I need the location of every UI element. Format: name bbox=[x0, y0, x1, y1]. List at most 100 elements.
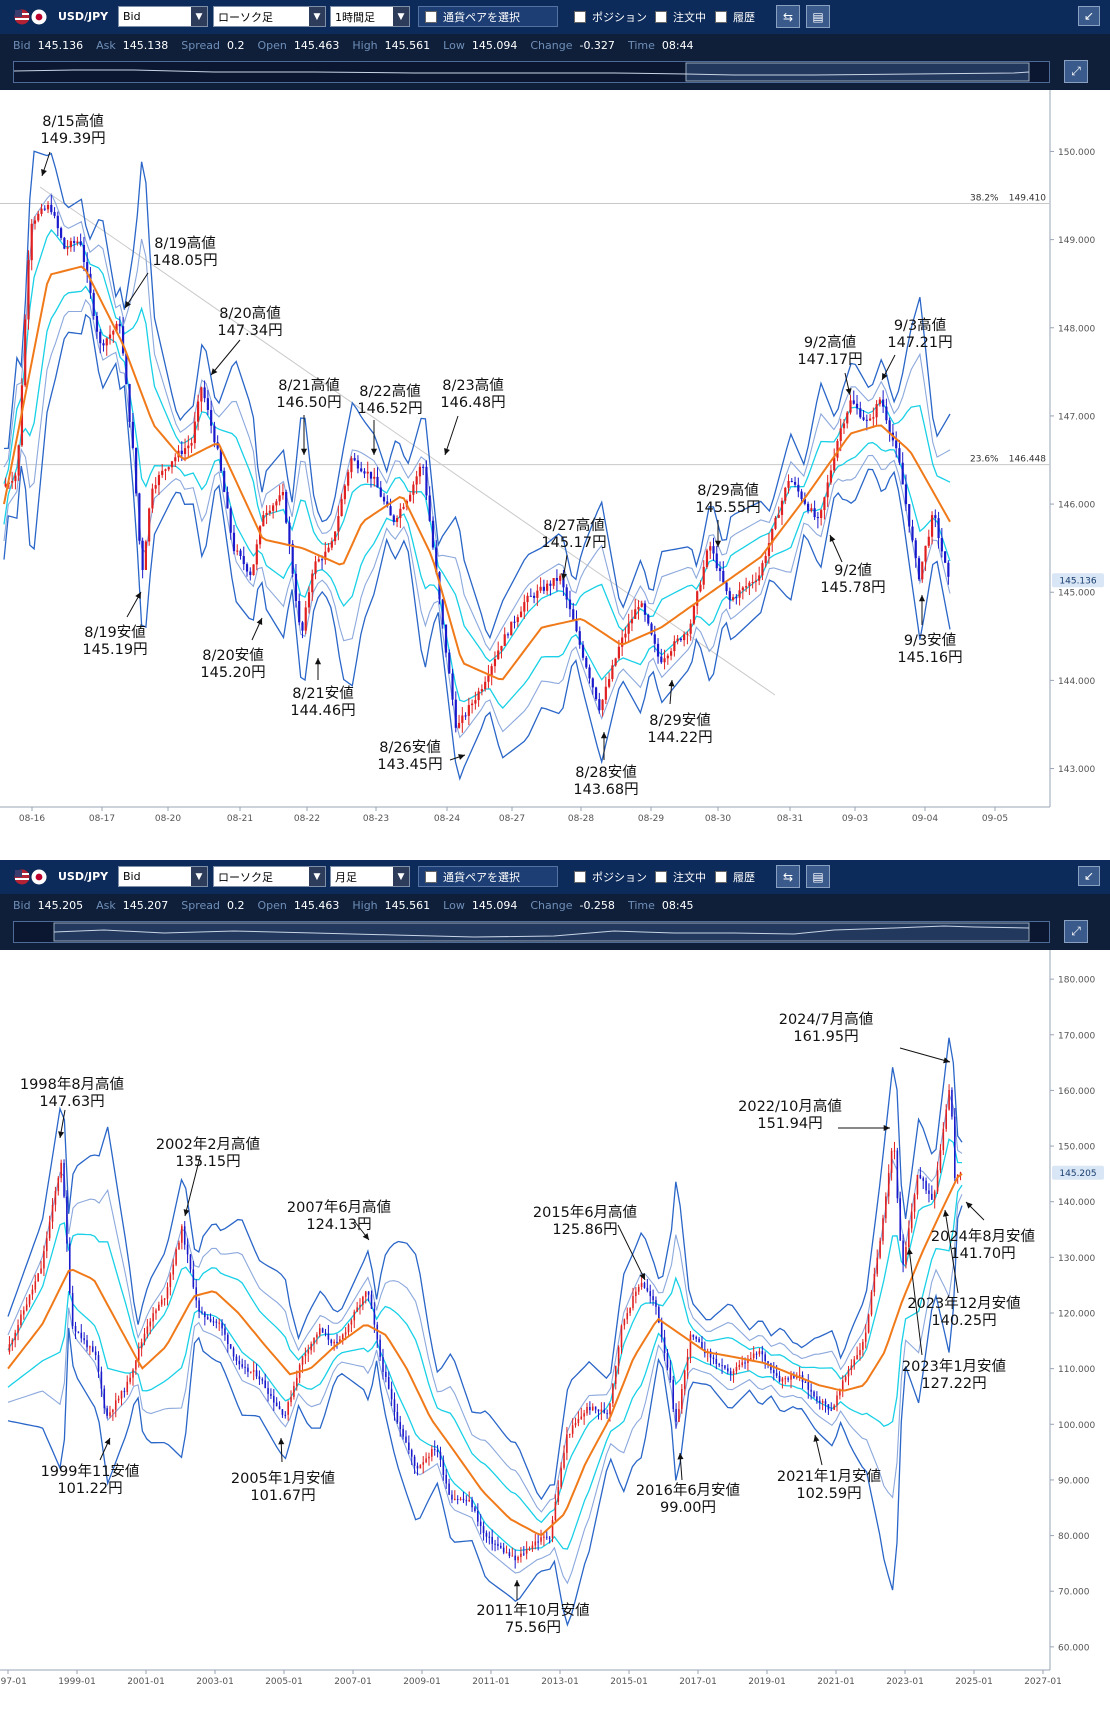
candle-body bbox=[206, 398, 209, 410]
top-chart-area[interactable]: 150.000 149.000 148.000 147.000 146.000 145.0… bbox=[0, 90, 1110, 827]
annotation-price: 75.56円 bbox=[505, 1620, 561, 1636]
annotation-arrowhead bbox=[639, 1273, 645, 1280]
candle-body bbox=[580, 1416, 583, 1419]
position-toggle[interactable]: ポジション bbox=[574, 6, 647, 27]
checkbox-icon bbox=[574, 10, 586, 23]
candle-body bbox=[396, 1411, 399, 1423]
candle-body bbox=[487, 675, 490, 682]
annotation-price: 148.05円 bbox=[152, 253, 217, 269]
candle-body bbox=[931, 1193, 933, 1200]
candle-body bbox=[433, 1449, 436, 1451]
checkbox-icon bbox=[715, 870, 727, 883]
candle-body bbox=[272, 505, 275, 511]
candle-body bbox=[695, 1336, 698, 1339]
price-type-select[interactable]: Bid ▼ bbox=[118, 6, 208, 27]
candle-body bbox=[557, 1487, 560, 1502]
candle-body bbox=[528, 1549, 531, 1551]
candle-body bbox=[647, 614, 650, 624]
chart-settings-button[interactable]: ⇆ bbox=[776, 5, 800, 28]
history-toggle[interactable]: 履歴 bbox=[715, 866, 755, 887]
annotation-title: 8/27高値 bbox=[543, 517, 605, 534]
candle-body bbox=[565, 587, 568, 600]
y-tick-label: 170.000 bbox=[1058, 1031, 1095, 1041]
spread-label: Spread bbox=[181, 898, 220, 912]
x-tick-label: 2001-01 bbox=[127, 1677, 165, 1687]
collapse-button[interactable]: ↙ bbox=[1078, 866, 1100, 886]
candle-body bbox=[126, 1381, 129, 1392]
candle-body bbox=[575, 620, 578, 632]
candle-body bbox=[666, 1353, 669, 1368]
select-pair-button[interactable]: 通貨ペアを選択 bbox=[418, 6, 558, 27]
orders-toggle[interactable]: 注文中 bbox=[655, 6, 706, 27]
candle-body bbox=[608, 679, 611, 687]
price-type-select[interactable]: Bid ▼ bbox=[118, 866, 208, 887]
candle-body bbox=[833, 1405, 835, 1410]
candle-body bbox=[725, 582, 728, 592]
annotation-title: 8/21高値 bbox=[278, 377, 340, 394]
candle-body bbox=[73, 241, 76, 243]
candle-body bbox=[149, 1321, 152, 1327]
chart-type-select[interactable]: ローソク足 ▼ bbox=[213, 6, 326, 27]
annotation-price: 101.67円 bbox=[250, 1488, 315, 1504]
candle-body bbox=[479, 1521, 482, 1527]
timeframe-select[interactable]: 月足 ▼ bbox=[330, 866, 410, 887]
monthly-candlestick-chart: 180.000 170.000 160.000 150.000 140.000 130.0… bbox=[0, 950, 1104, 1687]
candle-body bbox=[68, 1243, 71, 1294]
candle-body bbox=[131, 421, 134, 448]
navigator-scrollbar[interactable] bbox=[13, 61, 1050, 83]
candle-body bbox=[936, 1170, 939, 1192]
history-toggle[interactable]: 履歴 bbox=[715, 6, 755, 27]
candle-body bbox=[103, 1388, 106, 1409]
navigator-scrollbar[interactable] bbox=[13, 921, 1050, 943]
candle-body bbox=[151, 488, 154, 509]
chart-settings-button[interactable]: ⇆ bbox=[776, 865, 800, 888]
x-tick-label: 1997-01 bbox=[0, 1677, 27, 1687]
collapse-button[interactable]: ↙ bbox=[1078, 6, 1100, 26]
candle-body bbox=[777, 514, 780, 518]
annotation-title: 8/23高値 bbox=[442, 377, 504, 394]
select-pair-button[interactable]: 通貨ペアを選択 bbox=[418, 866, 558, 887]
candle-body bbox=[474, 700, 477, 704]
timeframe-value: 1時間足 bbox=[335, 10, 375, 24]
zoom-button[interactable]: ⤢ bbox=[1064, 60, 1088, 83]
candle-body bbox=[89, 1346, 91, 1348]
candle-body bbox=[369, 471, 373, 479]
change-label: Change bbox=[530, 898, 573, 912]
window-layout-button[interactable]: ▤ bbox=[806, 5, 830, 28]
candle-body bbox=[258, 1376, 261, 1380]
zoom-button[interactable]: ⤢ bbox=[1064, 920, 1088, 943]
candle-body bbox=[82, 244, 86, 263]
candle-body bbox=[261, 1379, 264, 1381]
candle-body bbox=[554, 1501, 557, 1521]
candle-body bbox=[910, 1211, 913, 1229]
window-layout-button[interactable]: ▤ bbox=[806, 865, 830, 888]
candle-body bbox=[268, 510, 271, 513]
candle-body bbox=[132, 1369, 134, 1378]
candle-body bbox=[399, 1422, 402, 1430]
position-toggle[interactable]: ポジション bbox=[574, 866, 647, 887]
candle-body bbox=[715, 1358, 718, 1365]
hourly-candlestick-chart: 150.000 149.000 148.000 147.000 146.000 145.0… bbox=[0, 90, 1104, 824]
timeframe-select[interactable]: 1時間足 ▼ bbox=[330, 6, 410, 27]
bottom-chart-area[interactable]: 180.000 170.000 160.000 150.000 140.000 130.0… bbox=[0, 950, 1110, 1730]
x-tick-label: 2017-01 bbox=[679, 1677, 717, 1687]
y-tick-label: 150.000 bbox=[1058, 148, 1095, 158]
orders-toggle[interactable]: 注文中 bbox=[655, 866, 706, 887]
annotation-arrowhead bbox=[942, 1210, 949, 1217]
chart-type-select[interactable]: ローソク足 ▼ bbox=[213, 866, 326, 887]
candle-body bbox=[589, 1406, 591, 1411]
candle-body bbox=[416, 1465, 419, 1469]
annotation-price: 144.46円 bbox=[290, 703, 355, 719]
candle-body bbox=[692, 605, 696, 624]
candle-body bbox=[523, 602, 526, 612]
arrow-down-left-icon: ↙ bbox=[1083, 869, 1095, 883]
candle-body bbox=[954, 1116, 956, 1179]
candle-body bbox=[464, 715, 467, 717]
candle-body bbox=[419, 1464, 422, 1469]
candle-body bbox=[816, 517, 819, 519]
bollinger-band-inner-lower bbox=[7, 1184, 963, 1552]
annotation-title: 2021年1月安値 bbox=[777, 1468, 881, 1485]
current-price-label: 145.136 bbox=[1059, 577, 1096, 587]
x-tick-label: 08-24 bbox=[434, 814, 460, 824]
candle-body bbox=[327, 547, 330, 552]
